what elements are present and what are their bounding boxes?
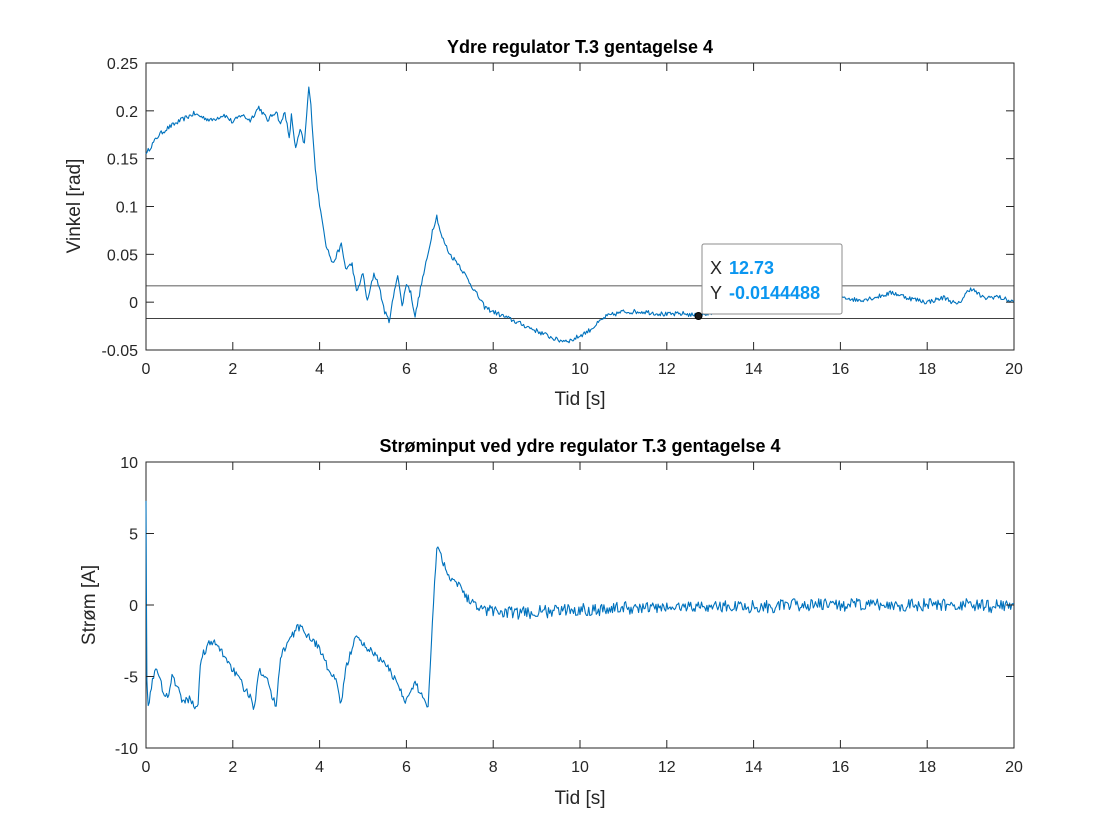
x-tick-label: 8 bbox=[489, 759, 498, 776]
x-tick-label: 18 bbox=[918, 361, 936, 378]
series-line bbox=[145, 500, 1015, 710]
x-tick-label: 20 bbox=[1005, 361, 1023, 378]
y-tick-label: 0.25 bbox=[107, 56, 138, 73]
current-y-label: Strøm [A] bbox=[79, 565, 100, 645]
x-tick-label: 4 bbox=[315, 361, 324, 378]
x-tick-label: 18 bbox=[918, 759, 936, 776]
datatip-y-value: -0.0144488 bbox=[729, 283, 820, 303]
angle-y-label: Vinkel [rad] bbox=[64, 159, 85, 254]
y-tick-label: -10 bbox=[115, 741, 138, 758]
y-tick-label: 0.15 bbox=[107, 152, 138, 169]
x-tick-label: 14 bbox=[745, 759, 763, 776]
y-tick-label: 10 bbox=[120, 455, 138, 472]
x-tick-label: 10 bbox=[571, 361, 589, 378]
x-tick-label: 20 bbox=[1005, 759, 1023, 776]
y-tick-label: 0.2 bbox=[116, 104, 138, 121]
datatip-x-label: X bbox=[710, 258, 722, 278]
y-tick-label: -5 bbox=[124, 670, 138, 687]
x-tick-label: 16 bbox=[832, 759, 850, 776]
x-tick-label: 2 bbox=[228, 759, 237, 776]
angle-chart-title: Ydre regulator T.3 gentagelse 4 bbox=[447, 37, 713, 57]
y-tick-label: 0 bbox=[129, 598, 138, 615]
x-tick-label: 14 bbox=[745, 361, 763, 378]
angle-reference-lines bbox=[146, 285, 1014, 319]
angle-plot-area bbox=[145, 62, 1015, 351]
y-tick-label: 0.1 bbox=[116, 200, 138, 217]
datatip[interactable]: X 12.73 Y -0.0144488 bbox=[694, 243, 843, 320]
y-tick-label: -0.05 bbox=[102, 343, 139, 360]
x-tick-label: 0 bbox=[142, 759, 151, 776]
current-ticks: 0 2 4 6 8 10 12 14 16 18 20 -10 -5 0 5 10 bbox=[115, 455, 1023, 776]
x-tick-label: 0 bbox=[142, 361, 151, 378]
datatip-marker[interactable] bbox=[694, 311, 703, 320]
angle-x-label: Tid [s] bbox=[554, 389, 605, 410]
current-chart-title: Strøminput ved ydre regulator T.3 gentag… bbox=[379, 436, 780, 456]
datatip-box bbox=[701, 243, 843, 315]
x-tick-label: 2 bbox=[228, 361, 237, 378]
x-tick-label: 12 bbox=[658, 759, 676, 776]
datatip-x-value: 12.73 bbox=[729, 258, 774, 278]
datatip-y-label: Y bbox=[710, 283, 722, 303]
x-tick-label: 6 bbox=[402, 759, 411, 776]
x-tick-label: 6 bbox=[402, 361, 411, 378]
x-tick-label: 16 bbox=[832, 361, 850, 378]
y-tick-label: 0.05 bbox=[107, 247, 138, 264]
series-line bbox=[145, 86, 1015, 344]
angle-series bbox=[145, 86, 1015, 344]
angle-ticks: 0 2 4 6 8 10 12 14 16 18 20-0.0500.050.10.150.20.2… bbox=[102, 56, 1023, 378]
current-x-label: Tid [s] bbox=[554, 788, 605, 809]
y-tick-label: 5 bbox=[129, 527, 138, 544]
angle-axes[interactable]: Ydre regulator T.3 gentagelse 4 0 2 4 6 8 10 1… bbox=[64, 37, 1023, 410]
current-axes[interactable]: Strøminput ved ydre regulator T.3 gentag… bbox=[79, 436, 1023, 809]
x-tick-label: 4 bbox=[315, 759, 324, 776]
x-tick-label: 12 bbox=[658, 361, 676, 378]
current-series bbox=[145, 500, 1015, 710]
x-tick-label: 10 bbox=[571, 759, 589, 776]
y-tick-label: 0 bbox=[129, 295, 138, 312]
x-tick-label: 8 bbox=[489, 361, 498, 378]
